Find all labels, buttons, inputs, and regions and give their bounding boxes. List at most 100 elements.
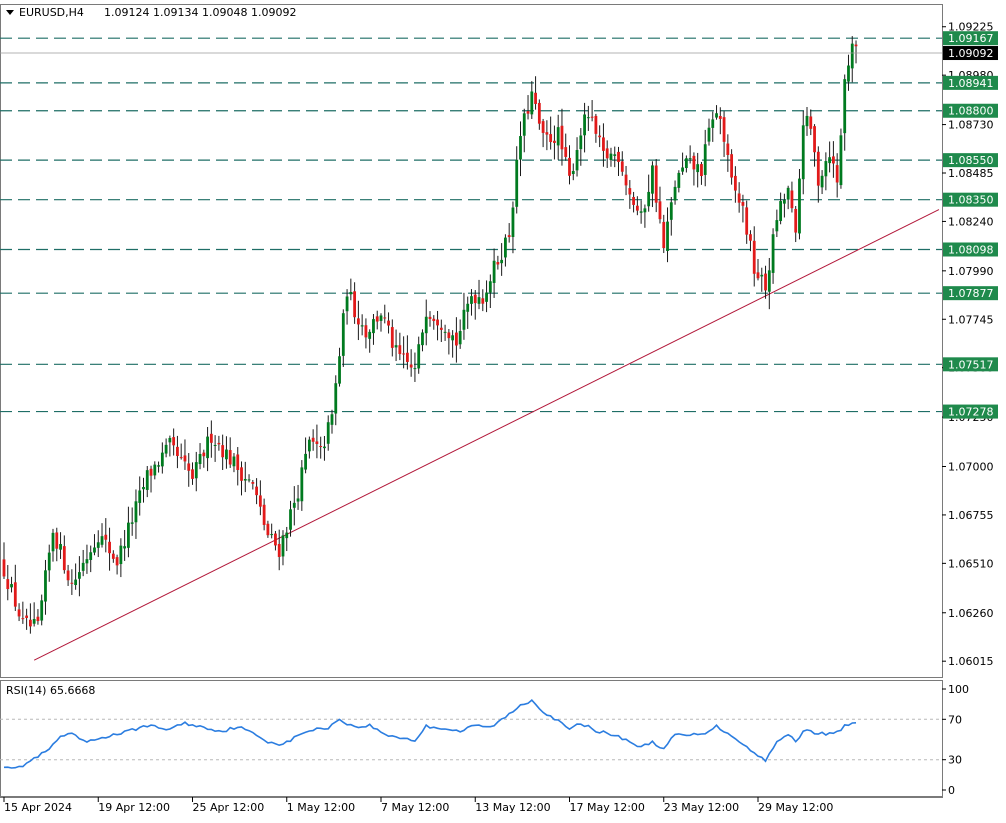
candle-body-128 <box>485 292 488 302</box>
price-axis-tick-label-2: 1.08730 <box>948 119 994 132</box>
time-axis-label-5: 13 May 12:00 <box>475 801 550 814</box>
candle-body-151 <box>571 171 575 175</box>
candle-body-158 <box>598 135 602 138</box>
candle-body-186 <box>703 144 707 175</box>
candle-body-187 <box>707 127 711 142</box>
candle-body-148 <box>560 125 564 150</box>
candle-body-25 <box>96 542 100 548</box>
candle-body-13 <box>51 532 55 552</box>
candle-body-74 <box>281 535 285 557</box>
candle-body-113 <box>428 316 432 319</box>
symbol-dropdown-arrow-icon[interactable] <box>6 10 14 15</box>
candle-body-222 <box>839 135 843 186</box>
candle-body-144 <box>545 132 549 135</box>
candle-body-137 <box>519 136 522 160</box>
candle-body-203 <box>767 270 771 292</box>
candle-body-34 <box>130 522 134 524</box>
candle-body-101 <box>383 317 387 319</box>
price-axis-tick-label-3: 1.08485 <box>948 167 994 180</box>
chart-symbol-label: EURUSD,H4 <box>19 6 84 19</box>
candle-body-119 <box>451 335 455 341</box>
candle-body-7 <box>28 619 32 627</box>
candle-body-185 <box>700 164 703 177</box>
candle-body-208 <box>786 187 790 200</box>
candle-body-57 <box>217 442 221 445</box>
candle-body-5 <box>21 618 25 620</box>
candle-body-127 <box>481 298 485 304</box>
level-price-label-1: 1.08941 <box>948 77 994 90</box>
candle-body-49 <box>187 463 191 471</box>
price-axis-tick-label-9: 1.07000 <box>948 461 994 474</box>
candle-body-62 <box>236 454 240 470</box>
candle-body-216 <box>816 151 820 186</box>
candle-body-70 <box>266 523 270 536</box>
candle-body-226 <box>854 44 858 47</box>
candle-body-125 <box>473 294 477 304</box>
candle-body-103 <box>390 327 394 348</box>
candle-body-59 <box>225 449 228 460</box>
candle-body-120 <box>455 332 458 346</box>
candle-body-205 <box>775 220 779 232</box>
candle-body-136 <box>515 159 519 207</box>
candle-body-126 <box>477 297 481 304</box>
price-axis-tick-label-0: 1.09225 <box>948 21 994 34</box>
candle-body-53 <box>202 452 206 457</box>
candle-body-200 <box>756 272 760 279</box>
candle-body-98 <box>372 319 375 334</box>
candle-body-50 <box>191 469 194 479</box>
candle-body-97 <box>368 331 372 339</box>
time-axis-label-3: 1 May 12:00 <box>287 801 355 814</box>
candle-body-9 <box>36 616 40 622</box>
candle-body-46 <box>176 446 179 457</box>
candle-body-33 <box>127 522 130 548</box>
rsi-axis-tick-label-1: 70 <box>948 713 962 726</box>
candle-body-30 <box>115 557 119 566</box>
time-axis-label-8: 29 May 12:00 <box>758 801 833 814</box>
level-price-label-6: 1.07877 <box>948 287 994 300</box>
candle-body-90 <box>341 313 345 356</box>
candle-body-92 <box>349 292 353 295</box>
candle-body-0 <box>2 559 6 577</box>
candle-body-142 <box>537 102 541 124</box>
candle-body-167 <box>632 197 635 205</box>
rsi-line <box>3 698 857 769</box>
candle-body-209 <box>790 190 794 209</box>
level-price-label-bg-0 <box>943 31 998 46</box>
level-price-label-5: 1.08098 <box>948 243 994 256</box>
candle-body-8 <box>32 619 36 624</box>
candle-body-123 <box>466 303 470 312</box>
level-price-label-bg-2 <box>943 103 998 118</box>
candle-body-135 <box>511 207 515 238</box>
rsi-axis-tick-label-0: 100 <box>948 683 969 696</box>
candle-body-105 <box>398 345 402 355</box>
candle-body-143 <box>541 121 545 133</box>
candle-body-71 <box>270 534 274 536</box>
candle-body-24 <box>93 547 96 553</box>
time-axis-label-2: 25 Apr 12:00 <box>193 801 265 814</box>
candle-body-39 <box>149 468 153 476</box>
candle-body-164 <box>620 161 624 172</box>
candle-body-76 <box>289 509 292 530</box>
candle-body-85 <box>323 446 326 449</box>
level-price-label-2: 1.08800 <box>948 105 994 118</box>
current-price-label: 1.09092 <box>948 47 994 60</box>
level-price-label-bg-1 <box>943 75 998 90</box>
candle-body-15 <box>59 544 62 550</box>
candle-body-95 <box>360 325 364 327</box>
candle-body-173 <box>654 165 658 203</box>
level-price-label-0: 1.09167 <box>948 32 994 45</box>
candle-body-107 <box>405 352 409 362</box>
candle-body-69 <box>262 504 266 525</box>
candle-body-141 <box>534 92 537 104</box>
candle-body-73 <box>277 543 281 557</box>
level-price-label-8: 1.07278 <box>948 406 994 419</box>
candle-body-35 <box>134 501 138 523</box>
candle-body-204 <box>771 234 775 273</box>
candle-body-134 <box>507 235 511 238</box>
rsi-pane-frame <box>0 680 943 797</box>
candle-body-198 <box>749 234 752 241</box>
candle-body-166 <box>628 188 632 195</box>
candle-body-79 <box>300 467 304 502</box>
candle-body-154 <box>583 114 586 136</box>
